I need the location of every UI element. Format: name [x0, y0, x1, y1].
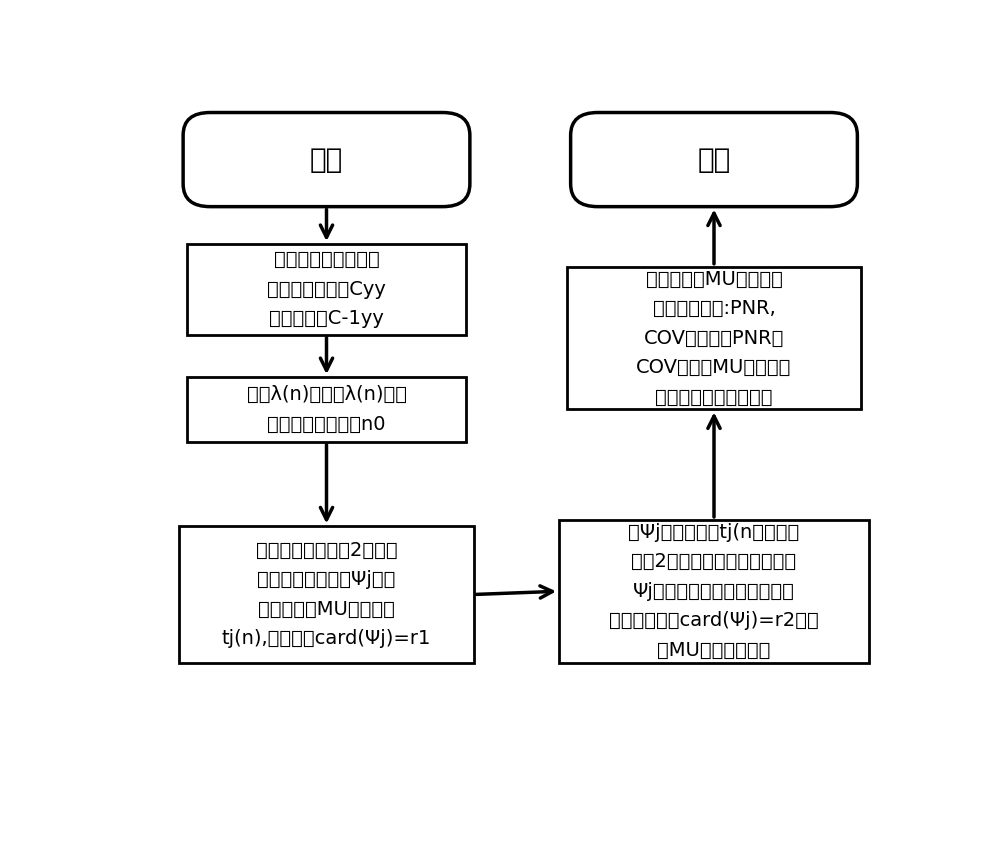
Text: 开始: 开始: [310, 146, 343, 174]
Bar: [179, 526, 474, 663]
Bar: [567, 266, 861, 410]
Text: 得到发放序列中前2个最大
值对应的时刻加入Ψj，根
据公式更新MU放电序列
tj(n),重复直到card(Ψj)=r1: 得到发放序列中前2个最大 值对应的时刻加入Ψj，根 据公式更新MU放电序列 tj…: [222, 540, 431, 648]
FancyBboxPatch shape: [571, 112, 857, 207]
Text: 结束: 结束: [697, 146, 731, 174]
Text: 计算λ(n)，得到λ(n)中的
最大值对应的时刻n0: 计算λ(n)，得到λ(n)中的 最大值对应的时刻n0: [246, 385, 406, 434]
Bar: [187, 377, 466, 442]
Text: 将Ψj置空，通过tj(n得到其中
的前2个最大值对应的时刻加入
Ψj，并且去除邻近的时刻，重
复此步骤直到card(Ψj)=r2，得
到MU初始放电序列: 将Ψj置空，通过tj(n得到其中 的前2个最大值对应的时刻加入 Ψj，并且去除邻…: [609, 523, 819, 660]
FancyBboxPatch shape: [183, 112, 470, 207]
Text: 计算静态表面肌电信
号的协方差矩阵Cyy
及其逆矩阵C-1yy: 计算静态表面肌电信 号的协方差矩阵Cyy 及其逆矩阵C-1yy: [267, 250, 386, 329]
Bar: [559, 520, 869, 663]
Text: 计算每一个MU放电序列
的指标，包括:PNR,
COV最后通过PNR和
COV指标将MU放电序列
分为好序列和差序列。: 计算每一个MU放电序列 的指标，包括:PNR, COV最后通过PNR和 COV指…: [636, 270, 792, 406]
Bar: [187, 244, 466, 335]
